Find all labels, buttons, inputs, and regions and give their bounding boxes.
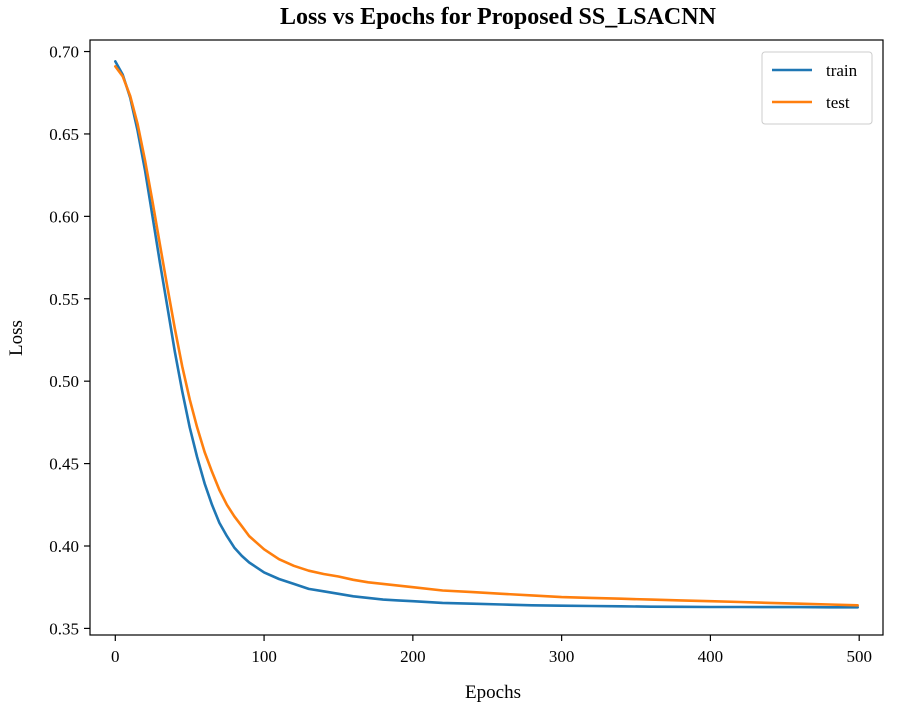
y-tick-label: 0.45 — [49, 455, 79, 474]
series-line-train — [114, 60, 860, 609]
x-tick-label: 400 — [698, 647, 724, 666]
x-tick-label: 500 — [846, 647, 872, 666]
y-tick-label: 0.55 — [49, 290, 79, 309]
x-axis-label: Epochs — [465, 682, 521, 703]
x-axis: 0 100 200 300 400 500 — [111, 635, 872, 666]
series-layer — [114, 60, 860, 609]
legend-label-test: test — [826, 93, 850, 112]
x-tick-label: 200 — [400, 647, 426, 666]
chart-title: Loss vs Epochs for Proposed SS_LSACNN — [280, 4, 717, 30]
y-tick-label: 0.60 — [49, 207, 79, 226]
x-tick-label: 100 — [251, 647, 277, 666]
y-tick-label: 0.35 — [49, 619, 79, 638]
x-tick-label: 300 — [549, 647, 575, 666]
y-tick-label: 0.50 — [49, 372, 79, 391]
y-axis: 0.35 0.40 0.45 0.50 0.55 0.60 0.65 0.70 — [49, 43, 90, 638]
series-line-test — [114, 65, 860, 607]
y-tick-label: 0.70 — [49, 43, 79, 62]
y-axis-label: Loss — [6, 320, 27, 356]
plot-frame — [89, 39, 884, 636]
x-tick-label: 0 — [111, 647, 120, 666]
legend-label-train: train — [826, 61, 858, 80]
y-tick-label: 0.40 — [49, 537, 79, 556]
plot-area: 0 100 200 300 400 500 0.35 0.40 0.45 0.50 0.55 0.6… — [49, 39, 884, 666]
legend: train test — [761, 51, 873, 125]
y-tick-label: 0.65 — [49, 125, 79, 144]
